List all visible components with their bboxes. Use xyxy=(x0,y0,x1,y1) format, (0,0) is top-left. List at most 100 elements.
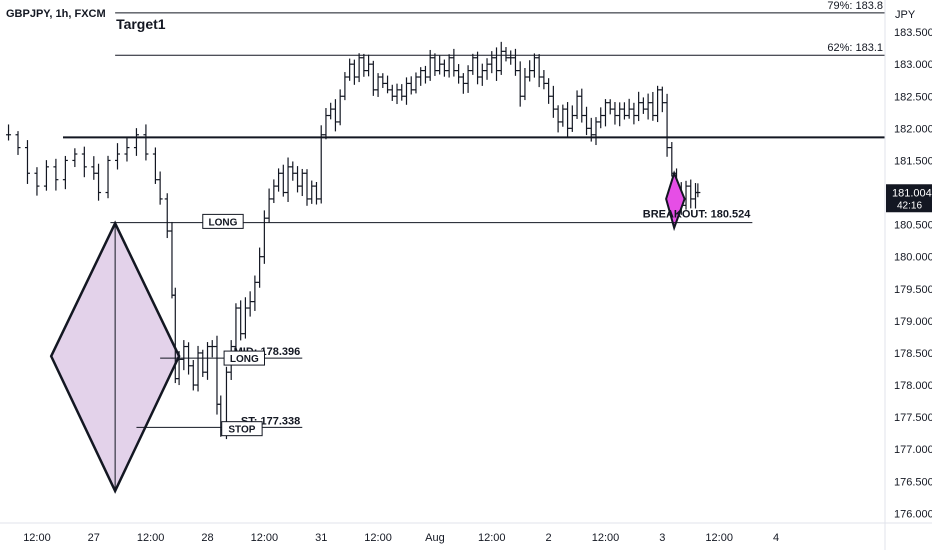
candle xyxy=(489,51,495,74)
label-box-frame xyxy=(202,213,244,229)
candle xyxy=(304,169,310,206)
time-tick: 12:00 xyxy=(251,532,279,544)
time-axis[interactable]: 12:00 27 12:00 28 12:00 31 12:00 Aug 12:00 2 12:00… xyxy=(0,522,932,544)
level-label-fib-62: 62%: 183.1 xyxy=(827,42,883,54)
price-tick: 178.500 xyxy=(894,348,932,360)
candle xyxy=(328,102,334,120)
plot-area[interactable] xyxy=(6,41,701,494)
candle xyxy=(569,105,575,132)
time-tick: 4 xyxy=(773,532,779,544)
candle xyxy=(266,188,272,223)
candle xyxy=(669,142,675,177)
last-price-value: 181.004 xyxy=(892,187,932,199)
candle xyxy=(43,160,49,191)
time-tick: 12:00 xyxy=(592,532,620,544)
price-tick: 180.000 xyxy=(894,252,932,264)
candle xyxy=(508,50,514,65)
price-tick: 182.500 xyxy=(894,91,932,103)
candle xyxy=(385,75,391,94)
price-tick: 181.500 xyxy=(894,155,932,167)
candle xyxy=(375,73,381,97)
candle xyxy=(24,140,30,184)
candle xyxy=(527,60,533,82)
candle xyxy=(422,65,428,84)
candle xyxy=(650,91,656,121)
candle xyxy=(602,99,608,127)
candle xyxy=(446,54,452,78)
candle xyxy=(617,102,623,127)
candle xyxy=(62,155,68,190)
candle xyxy=(370,60,376,96)
candle xyxy=(15,131,21,155)
candle xyxy=(683,180,689,210)
candle xyxy=(318,125,324,204)
candle xyxy=(200,349,206,377)
candle xyxy=(247,291,253,317)
price-tick: 177.000 xyxy=(894,444,932,456)
candle xyxy=(190,360,196,391)
price-tick: 177.500 xyxy=(894,412,932,424)
candle xyxy=(555,105,561,133)
candle xyxy=(636,91,642,122)
candle xyxy=(579,88,585,123)
candle xyxy=(271,179,277,204)
candle xyxy=(655,85,661,123)
candle xyxy=(380,73,386,88)
candle xyxy=(522,68,528,101)
candle xyxy=(214,335,220,415)
time-tick: 3 xyxy=(659,532,665,544)
price-tick: 179.500 xyxy=(894,284,932,296)
candle xyxy=(565,102,571,137)
price-tick: 180.500 xyxy=(894,220,932,232)
candle xyxy=(584,106,590,136)
candle xyxy=(484,58,490,80)
candle xyxy=(252,275,258,311)
candle xyxy=(152,147,158,184)
time-tick: 27 xyxy=(88,532,100,544)
price-tick: 182.000 xyxy=(894,123,932,135)
candle xyxy=(692,183,698,209)
label-box-frame xyxy=(221,421,263,437)
candle xyxy=(413,72,419,94)
candle xyxy=(607,99,613,115)
time-tick: 28 xyxy=(201,532,213,544)
candle xyxy=(209,340,215,358)
target-label: Target1 xyxy=(116,16,166,32)
candle xyxy=(337,89,343,126)
label-box-text: LONG xyxy=(230,354,259,365)
label-box-long: LONG xyxy=(202,213,244,229)
candle xyxy=(164,193,170,239)
time-tick: 31 xyxy=(315,532,327,544)
time-tick: 12:00 xyxy=(23,532,51,544)
candle xyxy=(645,93,651,120)
candle xyxy=(503,47,509,62)
candle xyxy=(238,300,244,341)
candle xyxy=(399,84,405,101)
time-tick: 12:00 xyxy=(137,532,165,544)
candle xyxy=(169,221,175,299)
candle xyxy=(470,53,476,75)
price-tick: 183.500 xyxy=(894,27,932,39)
price-axis[interactable]: JPY 183.500 183.000 182.500 182.000 181.500 1… xyxy=(884,0,932,550)
candle xyxy=(432,53,438,76)
candle xyxy=(479,63,485,86)
candle xyxy=(612,102,618,125)
candle xyxy=(366,54,372,77)
candle xyxy=(181,340,187,371)
time-tick: 12:00 xyxy=(478,532,506,544)
candle xyxy=(536,54,542,88)
last-price-bg xyxy=(886,184,932,213)
price-tick: 176.000 xyxy=(894,508,932,520)
candle xyxy=(659,86,665,113)
candle xyxy=(143,124,149,161)
candle xyxy=(550,85,556,118)
candle xyxy=(157,171,163,205)
candle xyxy=(332,99,338,132)
candle xyxy=(427,49,433,81)
candle xyxy=(285,157,291,202)
candle xyxy=(546,78,552,104)
candle xyxy=(361,53,367,77)
candle xyxy=(261,210,267,264)
candle xyxy=(290,161,296,181)
